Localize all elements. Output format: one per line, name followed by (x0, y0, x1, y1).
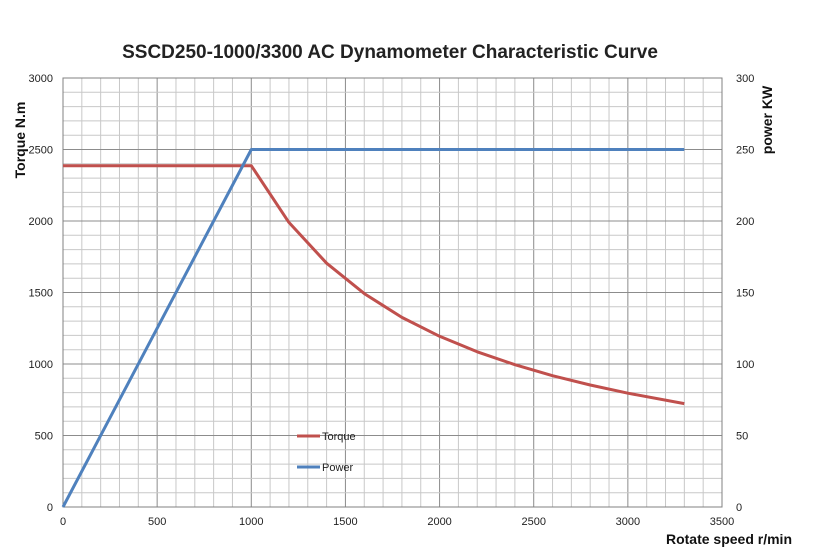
y-left-tick-label: 3000 (29, 73, 53, 85)
x-tick-label: 1000 (239, 516, 263, 528)
y-left-tick-label: 1000 (29, 359, 53, 371)
gridlines (63, 78, 722, 507)
y-left-axis-title: Torque N.m (12, 102, 28, 179)
x-tick-label: 3000 (616, 516, 640, 528)
legend-label-torque: Torque (322, 431, 356, 443)
x-tick-label: 3500 (710, 516, 734, 528)
x-tick-label: 500 (148, 516, 166, 528)
y-right-tick-label: 200 (736, 216, 754, 228)
y-left-tick-label: 2500 (29, 145, 53, 157)
y-left-tick-label: 2000 (29, 216, 53, 228)
legend: Torque Power (297, 431, 356, 474)
plot-area (62, 77, 723, 508)
y-left-tick-label: 1500 (29, 288, 53, 300)
y-right-tick-label: 100 (736, 359, 754, 371)
y-right-tick-label: 0 (736, 502, 742, 514)
x-axis-title: Rotate speed r/min (666, 531, 792, 547)
y-right-tick-label: 150 (736, 288, 754, 300)
y-right-tick-label: 300 (736, 73, 754, 85)
series-layer (61, 148, 685, 508)
x-tick-label: 1500 (333, 516, 357, 528)
y-left-tick-label: 0 (47, 502, 53, 514)
y-right-tick-label: 250 (736, 145, 754, 157)
chart-title: SSCD250-1000/3300 AC Dynamometer Charact… (122, 42, 658, 63)
x-tick-label: 2500 (521, 516, 545, 528)
y-right-tick-label: 50 (736, 431, 748, 443)
y-right-axis-title: power KW (759, 85, 775, 154)
y-left-tick-label: 500 (35, 431, 53, 443)
x-axis-ticks: 0 500 1000 1500 2000 2500 3000 3500 (60, 516, 734, 528)
series-line-torque (63, 164, 685, 406)
x-tick-label: 0 (60, 516, 66, 528)
y-left-axis-ticks: 0 500 1000 1500 2000 2500 3000 (29, 73, 53, 514)
x-tick-label: 2000 (427, 516, 451, 528)
legend-label-power: Power (322, 462, 354, 474)
series-line-power (61, 148, 685, 508)
y-right-axis-ticks: 0 50 100 150 200 250 300 (736, 73, 754, 514)
